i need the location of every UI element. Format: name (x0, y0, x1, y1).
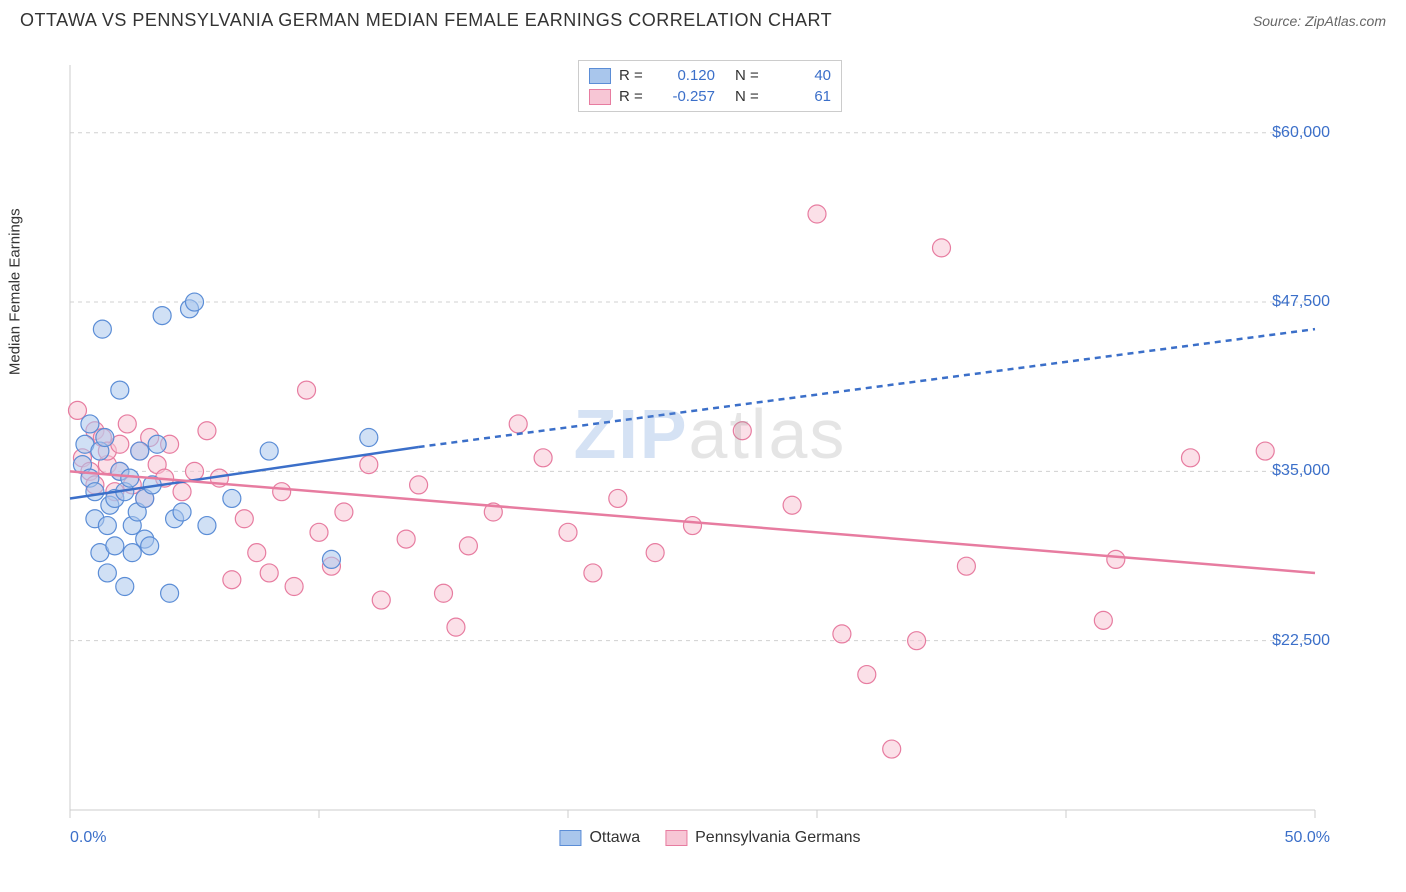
y-tick-label: $60,000 (1272, 124, 1330, 142)
legend-r-value: 0.120 (655, 67, 715, 84)
legend-label: Ottawa (589, 829, 640, 847)
y-tick-label: $35,000 (1272, 462, 1330, 480)
plot-area: ZIPatlas R =0.120N =40R =-0.257N =61 Ott… (60, 55, 1360, 845)
series-legend: Ottawa Pennsylvania Germans (559, 829, 860, 847)
legend-item: Ottawa (559, 829, 640, 847)
correlation-legend: R = 0.120 N = 40 R = -0.257 N = 61 (578, 60, 842, 112)
legend-row: R = 0.120 N = 40 (589, 65, 831, 86)
legend-item: Pennsylvania Germans (665, 829, 860, 847)
x-axis-min-label: 0.0% (70, 829, 106, 847)
legend-r-value: -0.257 (655, 88, 715, 105)
x-axis-max-label: 50.0% (1285, 829, 1330, 847)
legend-n-value: 61 (771, 88, 831, 105)
legend-n-label: N = (735, 67, 763, 84)
legend-label: Pennsylvania Germans (695, 829, 860, 847)
legend-swatch (559, 830, 581, 846)
legend-r-label: R = (619, 67, 647, 84)
legend-swatch (589, 68, 611, 84)
chart-title: OTTAWA VS PENNSYLVANIA GERMAN MEDIAN FEM… (20, 10, 832, 31)
scatter-plot-svg (60, 55, 1360, 845)
legend-r-label: R = (619, 88, 647, 105)
legend-swatch (589, 89, 611, 105)
y-tick-label: $47,500 (1272, 293, 1330, 311)
y-tick-label: $22,500 (1272, 632, 1330, 650)
legend-swatch (665, 830, 687, 846)
y-axis-label: Median Female Earnings (7, 208, 24, 375)
legend-row: R = -0.257 N = 61 (589, 86, 831, 107)
legend-n-value: 40 (771, 67, 831, 84)
chart-container: Median Female Earnings ZIPatlas R =0.120… (50, 55, 1380, 845)
legend-n-label: N = (735, 88, 763, 105)
source-attribution: Source: ZipAtlas.com (1253, 13, 1386, 29)
